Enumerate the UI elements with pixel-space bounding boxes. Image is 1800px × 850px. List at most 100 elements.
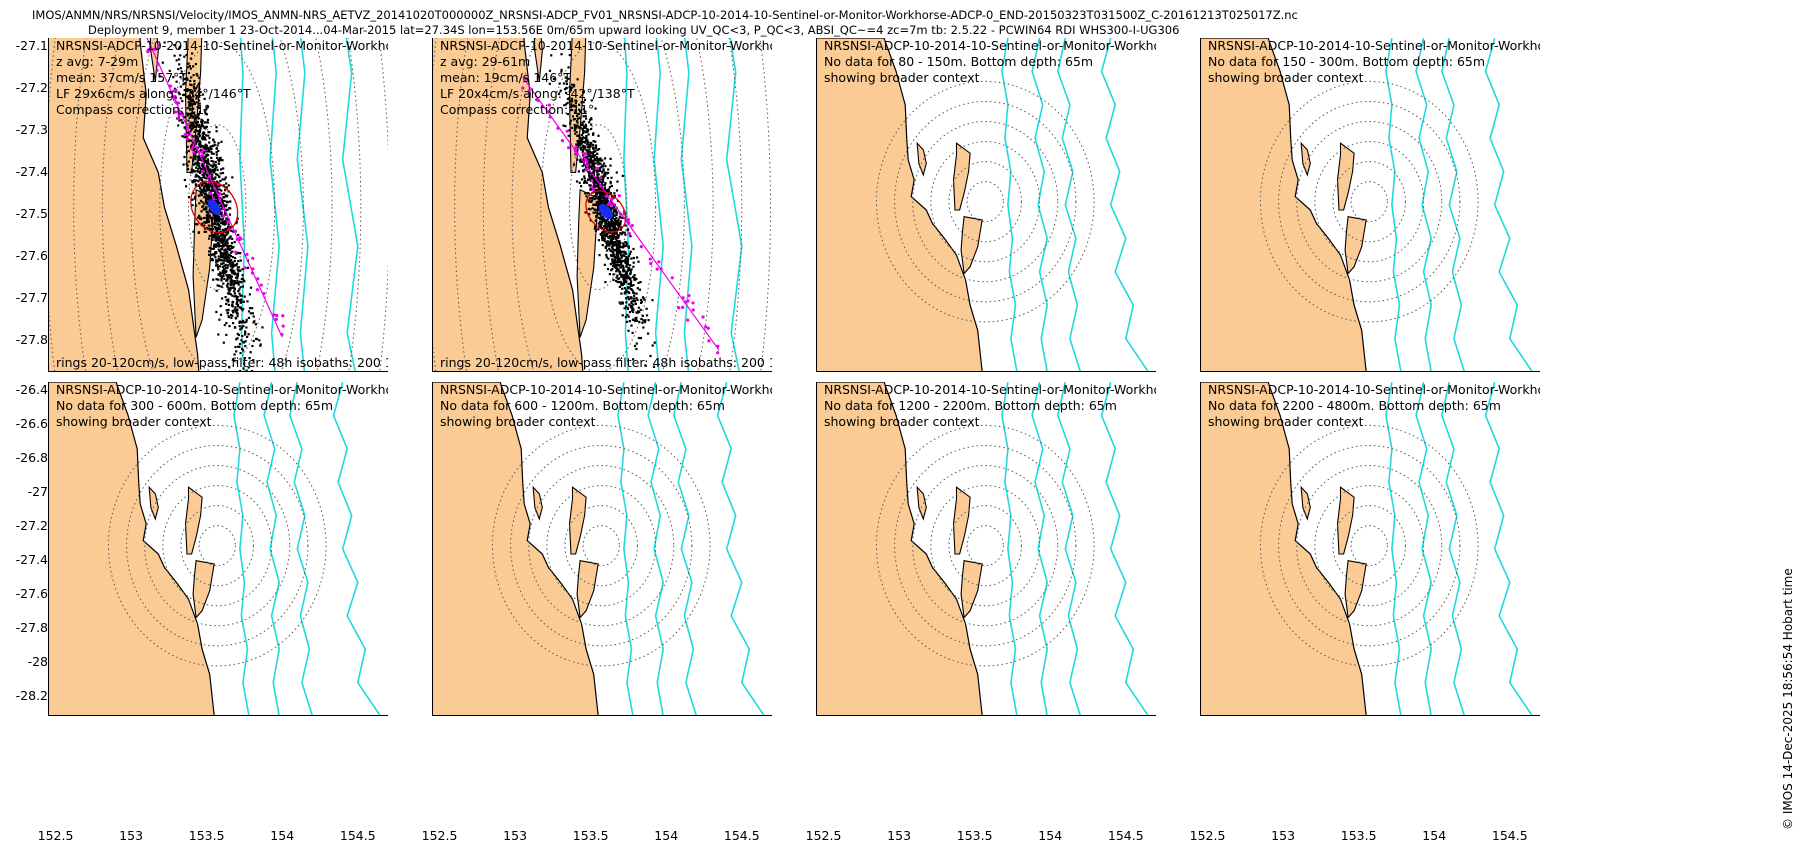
- low-pass-point: [573, 149, 578, 153]
- scatter-point: [572, 118, 575, 121]
- y-tick-label: -27.2: [15, 518, 48, 533]
- y-tick-label: -27.7: [15, 290, 48, 305]
- scatter-point: [575, 119, 579, 123]
- scatter-point: [587, 160, 591, 163]
- scatter-point: [587, 128, 590, 131]
- isobath-line: [332, 382, 382, 716]
- scatter-point: [631, 331, 634, 334]
- scatter-point: [220, 240, 223, 243]
- scatter-point: [591, 159, 594, 163]
- scatter-point: [220, 262, 223, 265]
- map-panel: NRSNSI-ADCP-10-2014-10-Sentinel-or-Monit…: [48, 38, 388, 372]
- scatter-point: [595, 215, 598, 218]
- scatter-point: [239, 294, 242, 297]
- scatter-point: [219, 305, 222, 308]
- scatter-point: [198, 87, 201, 90]
- scatter-point: [228, 213, 231, 216]
- scatter-point: [216, 156, 219, 159]
- scatter-point: [623, 231, 626, 234]
- scatter-point: [205, 206, 208, 209]
- scatter-point: [242, 325, 245, 328]
- scatter-point: [227, 277, 230, 280]
- scatter-point: [226, 244, 229, 247]
- scatter-point: [595, 193, 598, 196]
- scatter-point: [619, 223, 622, 226]
- scatter-point: [218, 188, 221, 191]
- scatter-point: [627, 245, 630, 248]
- scatter-point: [218, 159, 221, 162]
- scatter-point: [198, 76, 201, 79]
- stradbroke-island: [576, 560, 599, 619]
- scatter-point: [583, 177, 586, 180]
- scatter-point: [201, 173, 204, 176]
- scatter-point: [196, 160, 199, 163]
- scatter-point: [582, 169, 585, 172]
- mean-velocity: [598, 204, 613, 219]
- scatter-point: [191, 171, 194, 174]
- speed-ring: [198, 525, 236, 567]
- scatter-point: [231, 237, 234, 240]
- scatter-point: [206, 105, 209, 108]
- scatter-point: [213, 225, 216, 228]
- scatter-point: [572, 83, 576, 86]
- scatter-point: [248, 357, 251, 360]
- scatter-point: [603, 157, 607, 160]
- scatter-point: [230, 226, 233, 229]
- scatter-point: [227, 259, 231, 263]
- panel-plot: [432, 38, 772, 372]
- scatter-point: [248, 307, 252, 310]
- scatter-point: [558, 82, 561, 85]
- scatter-point: [221, 297, 224, 300]
- panel-plot: [1200, 382, 1540, 716]
- bribie-island: [916, 141, 927, 177]
- scatter-point: [206, 197, 210, 200]
- mainland-land: [1200, 38, 1367, 372]
- scatter-point: [186, 114, 189, 117]
- scatter-point: [594, 158, 597, 162]
- scatter-point: [213, 243, 216, 246]
- scatter-point: [197, 216, 200, 219]
- scatter-point: [192, 85, 195, 88]
- scatter-point: [612, 237, 615, 240]
- scatter-point: [239, 306, 242, 309]
- scatter-point: [198, 99, 201, 102]
- scatter-point: [599, 233, 602, 236]
- panel-annotation: NRSNSI-ADCP-10-2014-10-Sentinel-or-Monit…: [1208, 38, 1540, 86]
- isobath-line: [1385, 382, 1402, 716]
- scatter-point: [178, 47, 181, 50]
- scatter-point: [632, 265, 635, 268]
- isobath-line: [1440, 382, 1466, 716]
- low-pass-point: [168, 84, 173, 88]
- scatter-point: [569, 89, 572, 92]
- scatter-point: [569, 119, 572, 122]
- scatter-point: [197, 158, 200, 161]
- scatter-point: [592, 211, 595, 214]
- scatter-point: [581, 164, 584, 168]
- scatter-point: [191, 99, 194, 102]
- scatter-point: [597, 228, 600, 231]
- scatter-point: [598, 202, 601, 206]
- scatter-point: [597, 205, 600, 209]
- scatter-point: [243, 333, 247, 336]
- scatter-point: [189, 79, 192, 83]
- low-pass-point: [648, 257, 652, 261]
- scatter-point: [193, 180, 197, 183]
- scatter-point: [202, 175, 205, 178]
- scatter-point: [614, 258, 617, 261]
- scatter-point: [236, 295, 239, 299]
- scatter-point: [616, 246, 619, 249]
- scatter-point: [223, 270, 226, 273]
- low-pass-point: [521, 86, 525, 90]
- scatter-point: [562, 124, 565, 127]
- low-pass-point: [618, 212, 623, 216]
- scatter-point: [205, 210, 208, 214]
- map-panel: NRSNSI-ADCP-10-2014-10-Sentinel-or-Monit…: [432, 382, 772, 716]
- scatter-point: [566, 97, 569, 101]
- scatter-point: [597, 177, 600, 180]
- scatter-point: [189, 91, 193, 94]
- scatter-point: [606, 189, 609, 192]
- scatter-point: [615, 255, 618, 258]
- scatter-point: [215, 151, 218, 154]
- scatter-point: [600, 199, 603, 202]
- scatter-point: [213, 169, 217, 172]
